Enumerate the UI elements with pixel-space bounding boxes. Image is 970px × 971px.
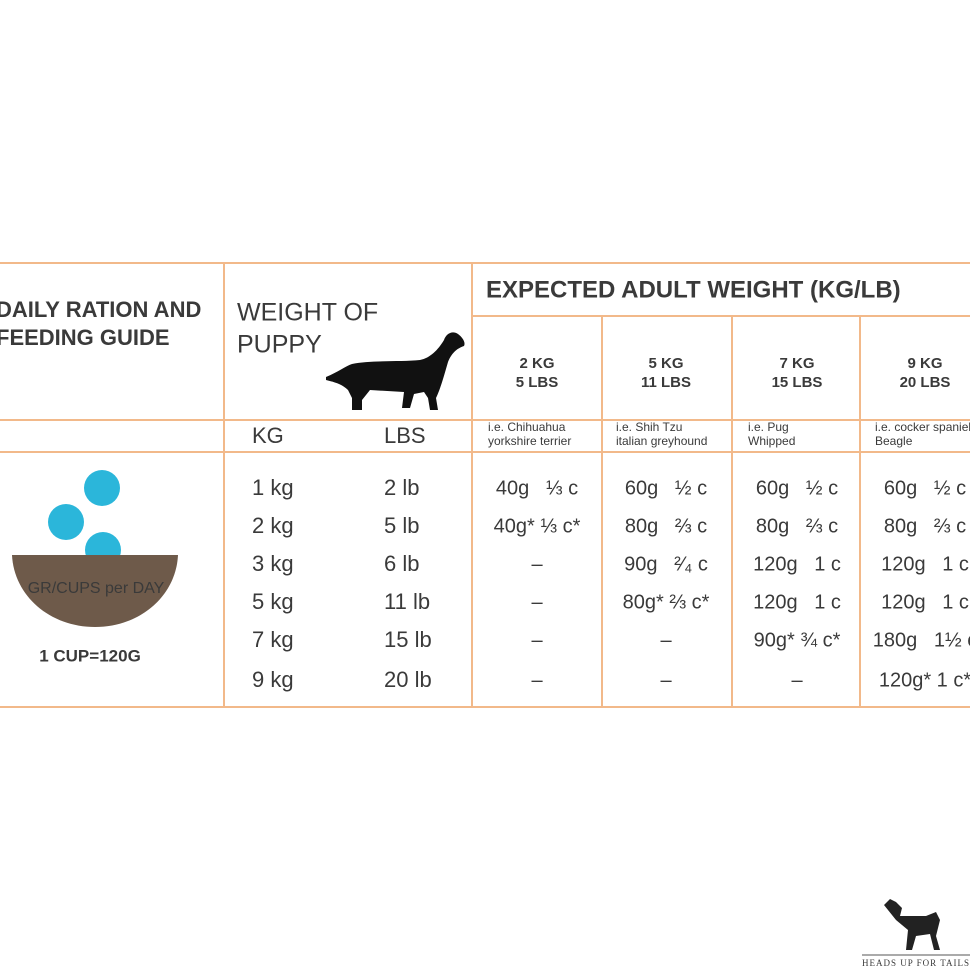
- column-weight: 2 KG: [519, 355, 554, 372]
- kg-cell: 5 kg: [252, 589, 294, 614]
- column-weight: 5 LBS: [516, 374, 559, 391]
- puppy-header: PUPPY: [237, 331, 322, 359]
- ration-cell: 80g ⅔ c: [625, 515, 707, 537]
- breed-example: i.e. Chihuahua: [488, 420, 566, 434]
- brand-logo: [862, 899, 970, 956]
- breed-example: i.e. Shih Tzu: [616, 420, 682, 434]
- breed-example: Beagle: [875, 434, 913, 448]
- lbs-cell: 2 lb: [384, 475, 419, 500]
- bowl-label: GR/CUPS per DAY: [28, 580, 165, 597]
- ration-cell: –: [791, 669, 803, 691]
- ration-cell: 40g* ⅓ c*: [494, 515, 581, 537]
- kg-cell: 1 kg: [252, 475, 294, 500]
- breed-example: Whipped: [748, 434, 795, 448]
- ration-cell: 60g ½ c: [625, 477, 707, 499]
- column-weight: 15 LBS: [772, 374, 823, 391]
- ration-cell: 120g 1 c: [753, 553, 841, 575]
- guide-title: DAILY RATION AND: [0, 297, 201, 322]
- kg-cell: 9 kg: [252, 667, 294, 692]
- kg-header: KG: [252, 423, 284, 448]
- ration-cell: 120g 1 c: [881, 591, 969, 613]
- column-weight: 11 LBS: [641, 374, 691, 391]
- lbs-cell: 15 lb: [384, 627, 432, 652]
- ration-cell: 120g 1 c: [753, 591, 841, 613]
- column-weight: 9 KG: [907, 355, 942, 372]
- breed-example: i.e. cocker spaniel: [875, 420, 970, 434]
- ration-cell: 120g 1 c: [881, 553, 969, 575]
- ration-cell: –: [660, 629, 672, 651]
- ration-cell: –: [531, 553, 543, 575]
- adult-header: EXPECTED ADULT WEIGHT (KG/LB): [486, 276, 901, 303]
- ration-cell: 120g* 1 c*: [879, 669, 970, 691]
- ration-cell: 80g ⅔ c: [884, 515, 966, 537]
- lbs-cell: 11 lb: [384, 589, 430, 614]
- kg-cell: 7 kg: [252, 627, 294, 652]
- ration-cell: 60g ½ c: [756, 477, 838, 499]
- cup-note: 1 CUP=120G: [39, 646, 141, 665]
- ration-cell: –: [531, 669, 543, 691]
- ration-cell: 80g* ⅔ c*: [623, 591, 710, 613]
- bowl-illustration: [12, 470, 178, 627]
- ration-cell: 40g ⅓ c: [496, 477, 578, 499]
- column-weight: 7 KG: [779, 355, 814, 372]
- ration-cell: 90g* ¾ c*: [754, 629, 841, 651]
- ration-cell: 180g 1½ c: [873, 629, 970, 651]
- column-weight: 20 LBS: [900, 374, 951, 391]
- lbs-cell: 6 lb: [384, 551, 419, 576]
- breed-example: italian greyhound: [616, 434, 707, 448]
- lbs-cell: 20 lb: [384, 667, 432, 692]
- kg-cell: 2 kg: [252, 513, 294, 538]
- ration-cell: –: [531, 591, 543, 613]
- brand-name: HEADS UP FOR TAILS: [862, 958, 970, 968]
- puppy-header: WEIGHT OF: [237, 299, 378, 327]
- ration-cell: 80g ⅔ c: [756, 515, 838, 537]
- ration-cell: –: [660, 669, 672, 691]
- table-lines: [0, 262, 970, 708]
- dachshund-icon: [326, 332, 465, 410]
- ration-cell: –: [531, 629, 543, 651]
- lbs-cell: 5 lb: [384, 513, 419, 538]
- ration-cell: 60g ½ c: [884, 477, 966, 499]
- breed-example: i.e. Pug: [748, 420, 789, 434]
- kg-cell: 3 kg: [252, 551, 294, 576]
- ration-cell: 90g ²⁄₄ c: [624, 553, 708, 575]
- breed-example: yorkshire terrier: [488, 434, 571, 448]
- guide-title: FEEDING GUIDE: [0, 325, 170, 350]
- column-weight: 5 KG: [648, 355, 683, 372]
- lbs-header: LBS: [384, 423, 426, 448]
